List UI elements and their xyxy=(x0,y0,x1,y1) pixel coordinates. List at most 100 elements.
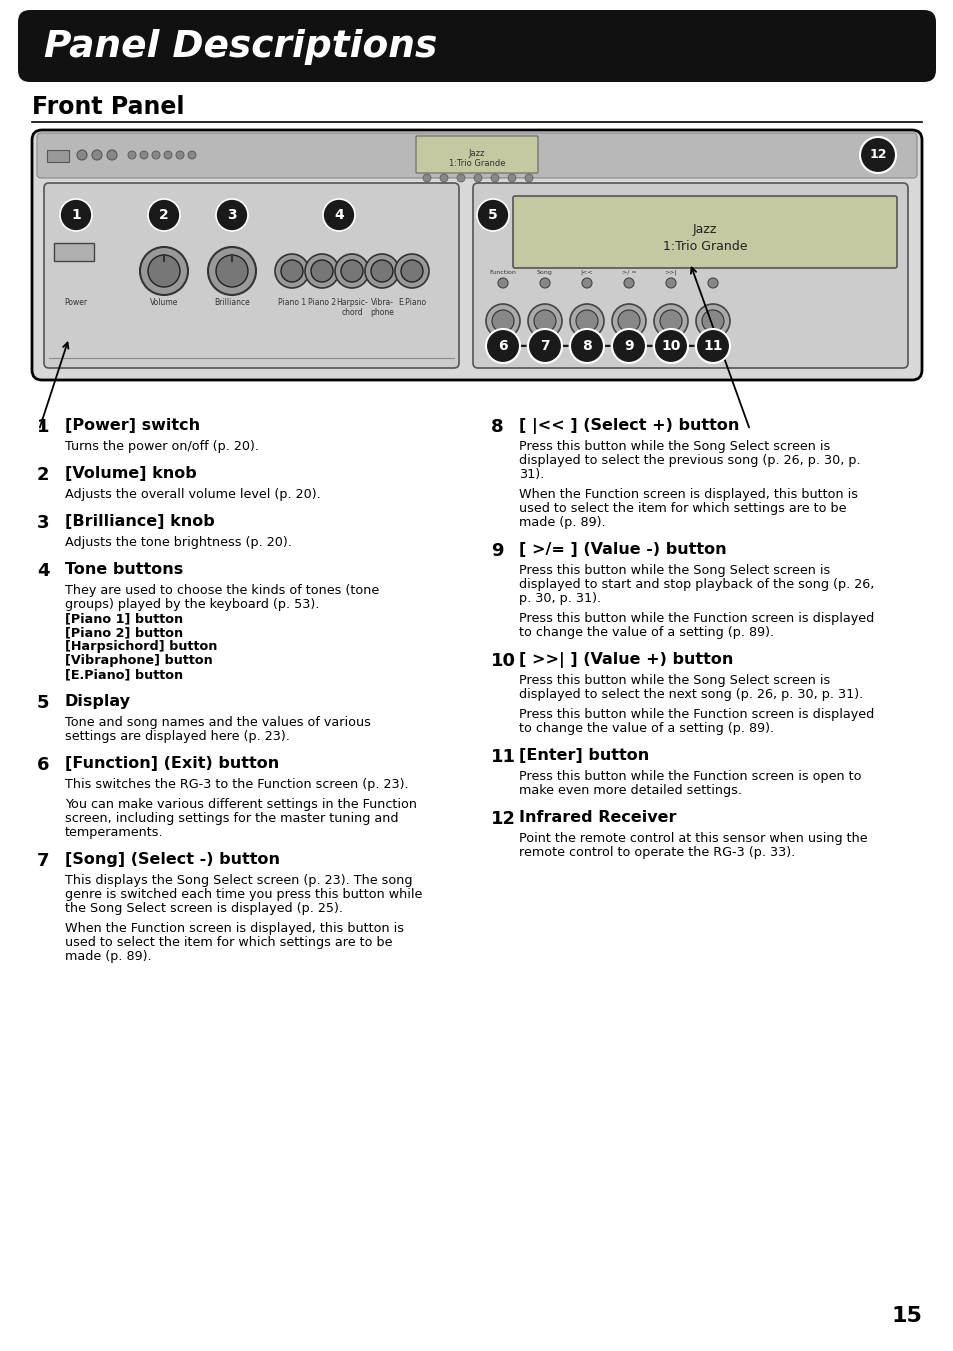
Text: 9: 9 xyxy=(623,339,633,353)
Text: genre is switched each time you press this button while: genre is switched each time you press th… xyxy=(65,888,422,901)
Text: Press this button while the Song Select screen is: Press this button while the Song Select … xyxy=(518,563,829,577)
Text: remote control to operate the RG-3 (p. 33).: remote control to operate the RG-3 (p. 3… xyxy=(518,846,795,859)
Text: made (p. 89).: made (p. 89). xyxy=(518,516,605,530)
Circle shape xyxy=(497,278,507,288)
Circle shape xyxy=(439,174,448,182)
Text: -: - xyxy=(561,336,569,355)
Text: Press this button while the Function screen is displayed: Press this button while the Function scr… xyxy=(518,612,873,626)
Circle shape xyxy=(539,278,550,288)
Circle shape xyxy=(474,174,481,182)
Circle shape xyxy=(311,259,333,282)
Circle shape xyxy=(215,199,248,231)
Text: Exit: Exit xyxy=(497,340,508,346)
Circle shape xyxy=(107,150,117,159)
Circle shape xyxy=(305,254,338,288)
Circle shape xyxy=(274,254,309,288)
Circle shape xyxy=(507,174,516,182)
Text: to change the value of a setting (p. 89).: to change the value of a setting (p. 89)… xyxy=(518,626,773,639)
Circle shape xyxy=(400,259,422,282)
Text: Function: Function xyxy=(489,270,516,276)
Text: 15: 15 xyxy=(890,1306,921,1325)
Text: the Song Select screen is displayed (p. 25).: the Song Select screen is displayed (p. … xyxy=(65,902,343,915)
Text: [Brilliance] knob: [Brilliance] knob xyxy=(65,513,214,530)
Text: Enter: Enter xyxy=(704,340,720,346)
Text: [Vibraphone] button: [Vibraphone] button xyxy=(65,654,213,667)
Circle shape xyxy=(335,254,369,288)
Text: [Function] (Exit) button: [Function] (Exit) button xyxy=(65,757,279,771)
Text: made (p. 89).: made (p. 89). xyxy=(65,950,152,963)
Circle shape xyxy=(208,247,255,295)
FancyBboxPatch shape xyxy=(416,136,537,173)
Text: |<<: |<< xyxy=(580,269,593,276)
FancyBboxPatch shape xyxy=(32,130,921,380)
Text: 12: 12 xyxy=(868,149,886,162)
Text: [Piano 2] button: [Piano 2] button xyxy=(65,626,183,639)
Text: Point the remote control at this sensor when using the: Point the remote control at this sensor … xyxy=(518,832,866,844)
Text: 9: 9 xyxy=(491,542,503,561)
Text: 3: 3 xyxy=(37,513,50,532)
Circle shape xyxy=(576,309,598,332)
Circle shape xyxy=(696,330,729,363)
Text: 7: 7 xyxy=(539,339,549,353)
Circle shape xyxy=(60,199,91,231)
FancyBboxPatch shape xyxy=(37,132,916,178)
Text: Tone and song names and the values of various: Tone and song names and the values of va… xyxy=(65,716,371,730)
Circle shape xyxy=(623,278,634,288)
Circle shape xyxy=(340,259,363,282)
Text: Jazz: Jazz xyxy=(692,223,717,236)
Text: Adjusts the overall volume level (p. 20).: Adjusts the overall volume level (p. 20)… xyxy=(65,488,320,501)
Circle shape xyxy=(665,278,676,288)
Text: used to select the item for which settings are to be: used to select the item for which settin… xyxy=(65,936,392,948)
Text: 1: 1 xyxy=(71,208,81,222)
Text: Turns the power on/off (p. 20).: Turns the power on/off (p. 20). xyxy=(65,440,258,453)
Text: [ >/= ] (Value -) button: [ >/= ] (Value -) button xyxy=(518,542,726,557)
Text: Press this button while the Song Select screen is: Press this button while the Song Select … xyxy=(518,440,829,453)
Text: -: - xyxy=(603,336,611,355)
Text: -: - xyxy=(519,336,527,355)
Text: Press this button while the Function screen is displayed: Press this button while the Function scr… xyxy=(518,708,873,721)
Circle shape xyxy=(128,151,136,159)
Text: 5: 5 xyxy=(37,694,50,712)
Circle shape xyxy=(188,151,195,159)
Text: Front Panel: Front Panel xyxy=(32,95,184,119)
Text: make even more detailed settings.: make even more detailed settings. xyxy=(518,784,741,797)
Circle shape xyxy=(215,255,248,286)
Circle shape xyxy=(696,304,729,338)
Text: [Harpsichord] button: [Harpsichord] button xyxy=(65,640,217,653)
Text: You can make various different settings in the Function: You can make various different settings … xyxy=(65,798,416,811)
Circle shape xyxy=(476,199,509,231)
Bar xyxy=(54,243,94,261)
Text: 7: 7 xyxy=(37,852,50,870)
Text: 12: 12 xyxy=(491,811,516,828)
Text: -: - xyxy=(645,336,653,355)
Circle shape xyxy=(140,151,148,159)
Circle shape xyxy=(491,174,498,182)
Text: 3: 3 xyxy=(227,208,236,222)
Circle shape xyxy=(654,330,687,363)
Text: 5: 5 xyxy=(488,208,497,222)
Circle shape xyxy=(164,151,172,159)
Text: 1:Trio Grande: 1:Trio Grande xyxy=(662,239,746,253)
Text: 4: 4 xyxy=(334,208,343,222)
FancyBboxPatch shape xyxy=(18,9,935,82)
Text: 2: 2 xyxy=(37,466,50,484)
Text: [ >>| ] (Value +) button: [ >>| ] (Value +) button xyxy=(518,653,733,667)
Circle shape xyxy=(859,136,895,173)
Text: When the Function screen is displayed, this button is: When the Function screen is displayed, t… xyxy=(65,921,403,935)
Text: When the Function screen is displayed, this button is: When the Function screen is displayed, t… xyxy=(518,488,857,501)
Text: -  Value  +: - Value + xyxy=(612,340,644,346)
Text: [Enter] button: [Enter] button xyxy=(518,748,649,763)
Text: Panel Descriptions: Panel Descriptions xyxy=(44,28,436,65)
Circle shape xyxy=(281,259,303,282)
Bar xyxy=(47,150,69,162)
FancyBboxPatch shape xyxy=(44,182,458,367)
Text: displayed to select the next song (p. 26, p. 30, p. 31).: displayed to select the next song (p. 26… xyxy=(518,688,862,701)
FancyBboxPatch shape xyxy=(513,196,896,267)
Text: [Power] switch: [Power] switch xyxy=(65,417,200,434)
Text: Infrared Receiver: Infrared Receiver xyxy=(518,811,676,825)
Text: >>|: >>| xyxy=(664,269,677,276)
Text: They are used to choose the kinds of tones (tone: They are used to choose the kinds of ton… xyxy=(65,584,379,597)
Text: Tone buttons: Tone buttons xyxy=(65,562,183,577)
Circle shape xyxy=(371,259,393,282)
Text: Jazz: Jazz xyxy=(468,149,485,158)
